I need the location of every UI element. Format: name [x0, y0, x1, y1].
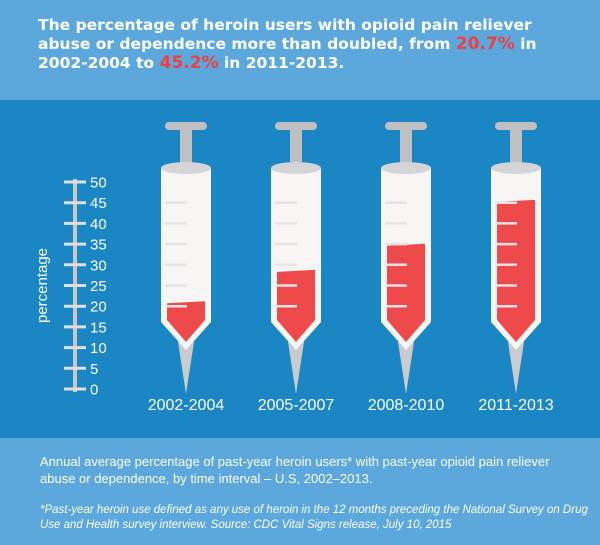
y-tick-label: 50 — [90, 175, 107, 192]
y-tick-label: 35 — [90, 237, 107, 254]
y-tick-label: 45 — [90, 195, 107, 212]
needle — [288, 342, 304, 394]
needle — [508, 342, 524, 394]
y-tick-label: 15 — [90, 319, 107, 336]
plunger-rod — [510, 126, 522, 170]
barrel-top — [491, 162, 541, 174]
y-tick-label: 10 — [90, 340, 107, 357]
category-label: 2002-2004 — [148, 397, 225, 414]
y-tick-label: 40 — [90, 216, 107, 233]
needle — [398, 342, 414, 394]
plunger-rod — [400, 126, 412, 170]
y-tick-label: 30 — [90, 257, 107, 274]
title-text: in 2011-2013. — [218, 54, 345, 72]
chart-area: 0 5 10 15 20 25 30 35 40 45 50 percentage 2002-2004 2… — [0, 100, 600, 438]
syringe-chart: 0 5 10 15 20 25 30 35 40 45 50 percentage 2002-2004 2… — [34, 122, 554, 414]
barrel-top — [381, 162, 431, 174]
footer-band — [0, 438, 600, 545]
chart-caption: Annual average percentage of past-year h… — [40, 454, 550, 486]
fill-level-bar — [167, 301, 205, 342]
y-tick-label: 25 — [90, 278, 107, 295]
highlight-end-value: 45.2% — [159, 53, 219, 73]
category-label: 2005-2007 — [258, 397, 335, 414]
barrel-top — [161, 162, 211, 174]
category-label: 2008-2010 — [368, 397, 445, 414]
chart-title: The percentage of heroin users with opio… — [38, 16, 578, 73]
title-text: The percentage of heroin users with opio… — [38, 16, 532, 53]
title-text: in 2002-2004 to — [38, 35, 537, 72]
needle — [178, 342, 194, 394]
fill-level-bar — [387, 243, 425, 342]
y-axis-label: percentage — [34, 248, 51, 323]
footnote: *Past-year heroin use defined as any use… — [40, 504, 588, 531]
barrel-top — [271, 162, 321, 174]
y-tick-label: 20 — [90, 299, 107, 316]
plunger-rod — [180, 126, 192, 170]
header-band — [0, 0, 600, 100]
fill-level-bar — [497, 199, 535, 342]
plunger-rod — [290, 126, 302, 170]
category-label: 2011-2013 — [478, 397, 553, 414]
y-tick-label: 0 — [90, 382, 98, 399]
y-tick-label: 5 — [90, 361, 98, 378]
highlight-start-value: 20.7% — [455, 34, 515, 54]
